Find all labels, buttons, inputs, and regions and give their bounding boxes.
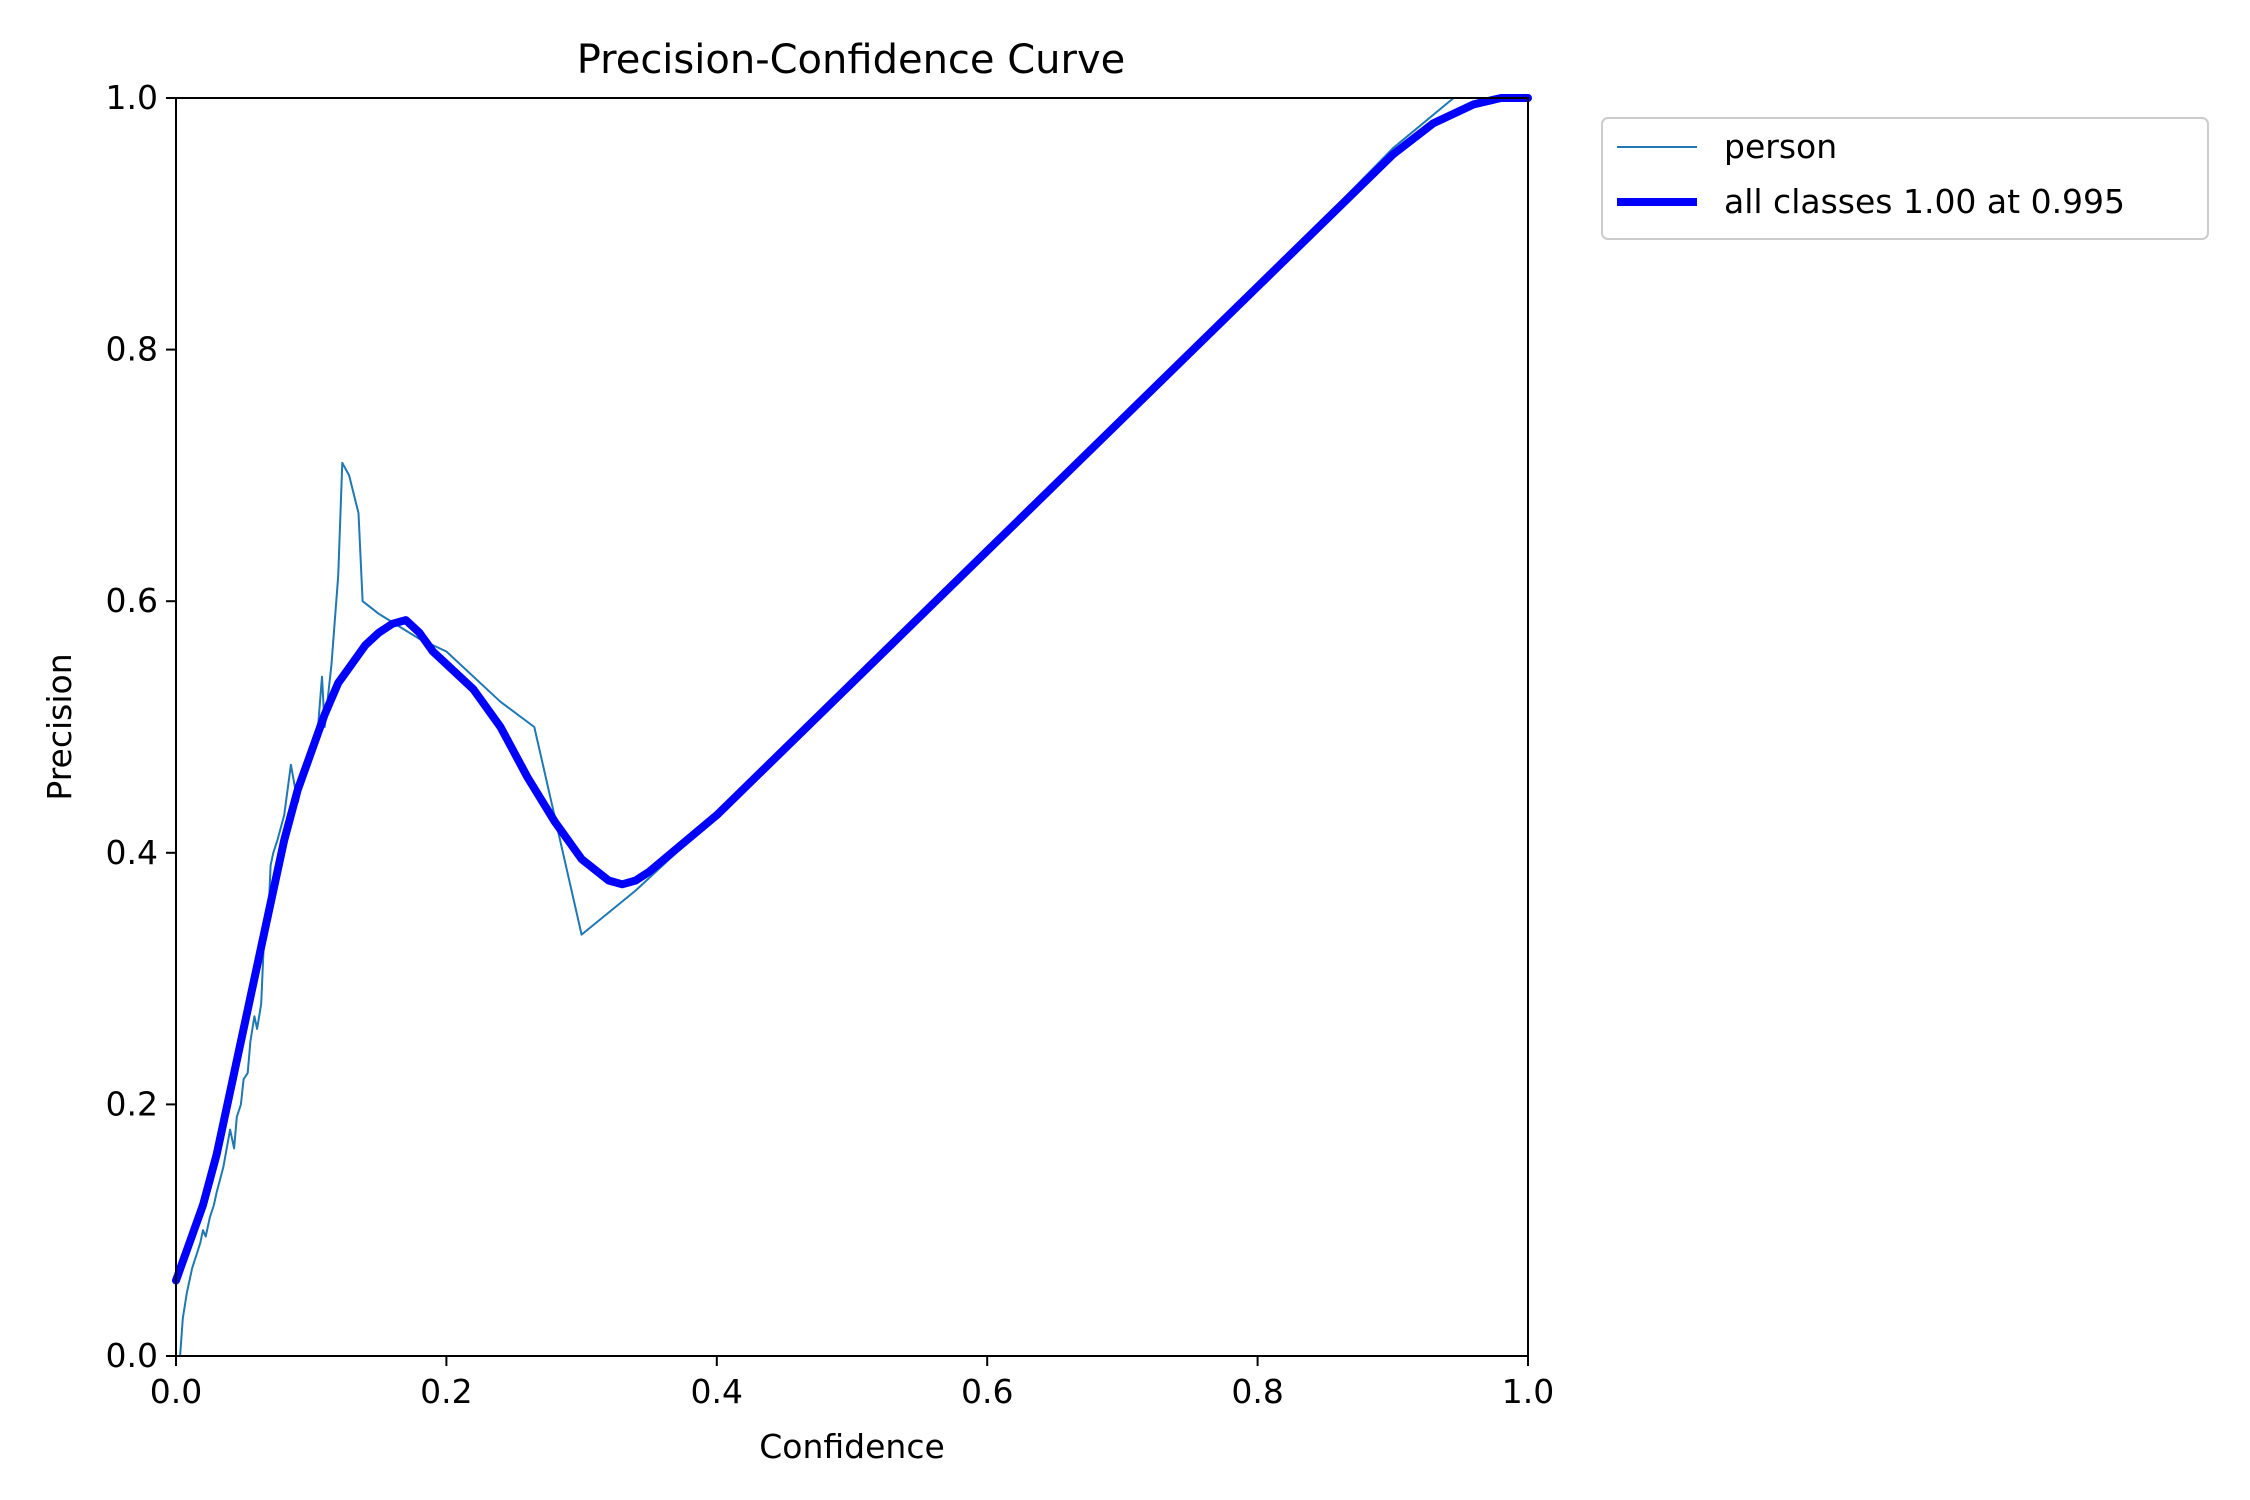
series-line-person [177,97,1529,1357]
plot-area [172,94,1532,1357]
y-tick-label: 0.6 [106,581,158,620]
series-line-all-classes [172,94,1532,1285]
y-tick-label: 0.4 [106,833,158,872]
x-tick-label: 1.0 [1502,1372,1554,1411]
x-tick-label: 0.2 [420,1372,472,1411]
y-tick-label: 0.8 [106,330,158,369]
x-axis-label: Confidence [759,1427,945,1466]
y-tick-label: 1.0 [106,78,158,117]
legend-label-all-classes: all classes 1.00 at 0.995 [1724,182,2125,221]
y-axis-label: Precision [40,653,79,800]
x-axis-ticks: 0.0 0.2 0.4 0.6 0.8 1.0 [150,1356,1554,1411]
x-tick-label: 0.4 [691,1372,743,1411]
plot-frame [175,97,1529,1357]
chart-title: Precision-Confidence Curve [577,37,1126,83]
y-tick-label: 0.0 [106,1336,158,1375]
legend-box [1601,117,2209,240]
y-tick-label: 0.2 [106,1084,158,1123]
y-axis-ticks: 0.0 0.2 0.4 0.6 0.8 1.0 [106,78,176,1375]
legend-label-person: person [1724,127,1837,166]
x-tick-label: 0.6 [961,1372,1013,1411]
x-tick-label: 0.0 [150,1372,202,1411]
legend: person all classes 1.00 at 0.995 [1601,117,2209,240]
x-tick-label: 0.8 [1231,1372,1283,1411]
series-layer [172,94,1532,1357]
